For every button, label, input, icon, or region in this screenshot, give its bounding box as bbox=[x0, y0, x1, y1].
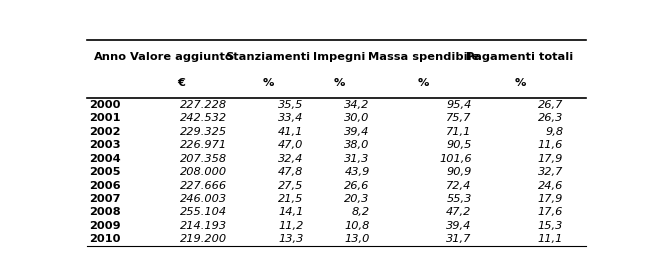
Text: Valore aggiunto: Valore aggiunto bbox=[130, 52, 233, 62]
Text: 15,3: 15,3 bbox=[538, 221, 563, 231]
Text: 11,6: 11,6 bbox=[538, 140, 563, 150]
Text: 2006: 2006 bbox=[89, 181, 121, 191]
Text: Stanziamenti: Stanziamenti bbox=[225, 52, 311, 62]
Text: 95,4: 95,4 bbox=[446, 100, 472, 110]
Text: 47,0: 47,0 bbox=[279, 140, 304, 150]
Text: 39,4: 39,4 bbox=[446, 221, 472, 231]
Text: Impegni: Impegni bbox=[313, 52, 365, 62]
Text: 47,2: 47,2 bbox=[446, 208, 472, 217]
Text: 90,5: 90,5 bbox=[446, 140, 472, 150]
Text: 31,7: 31,7 bbox=[446, 234, 472, 244]
Text: 26,7: 26,7 bbox=[538, 100, 563, 110]
Text: 246.003: 246.003 bbox=[180, 194, 227, 204]
Text: 24,6: 24,6 bbox=[538, 181, 563, 191]
Text: 10,8: 10,8 bbox=[344, 221, 370, 231]
Text: %: % bbox=[334, 78, 345, 88]
Text: 27,5: 27,5 bbox=[279, 181, 304, 191]
Text: 55,3: 55,3 bbox=[446, 194, 472, 204]
Text: 33,4: 33,4 bbox=[279, 113, 304, 123]
Text: 13,0: 13,0 bbox=[344, 234, 370, 244]
Text: %: % bbox=[262, 78, 274, 88]
Text: 75,7: 75,7 bbox=[446, 113, 472, 123]
Text: 242.532: 242.532 bbox=[180, 113, 227, 123]
Text: 226.971: 226.971 bbox=[180, 140, 227, 150]
Text: %: % bbox=[514, 78, 526, 88]
Text: 43,9: 43,9 bbox=[344, 167, 370, 177]
Text: 207.358: 207.358 bbox=[180, 153, 227, 163]
Text: Massa spendibile: Massa spendibile bbox=[367, 52, 479, 62]
Text: 41,1: 41,1 bbox=[279, 127, 304, 137]
Text: 20,3: 20,3 bbox=[344, 194, 370, 204]
Text: 38,0: 38,0 bbox=[344, 140, 370, 150]
Text: 101,6: 101,6 bbox=[439, 153, 472, 163]
Text: Anno: Anno bbox=[94, 52, 127, 62]
Text: 8,2: 8,2 bbox=[351, 208, 370, 217]
Text: 2010: 2010 bbox=[89, 234, 121, 244]
Text: %: % bbox=[418, 78, 429, 88]
Text: 2005: 2005 bbox=[89, 167, 121, 177]
Text: 14,1: 14,1 bbox=[279, 208, 304, 217]
Text: 26,6: 26,6 bbox=[344, 181, 370, 191]
Text: 255.104: 255.104 bbox=[180, 208, 227, 217]
Text: 35,5: 35,5 bbox=[279, 100, 304, 110]
Text: 26,3: 26,3 bbox=[538, 113, 563, 123]
Text: 2001: 2001 bbox=[89, 113, 121, 123]
Text: 2007: 2007 bbox=[89, 194, 121, 204]
Text: 13,3: 13,3 bbox=[279, 234, 304, 244]
Text: 17,9: 17,9 bbox=[538, 194, 563, 204]
Text: 2002: 2002 bbox=[89, 127, 121, 137]
Text: 227.228: 227.228 bbox=[180, 100, 227, 110]
Text: 11,2: 11,2 bbox=[279, 221, 304, 231]
Text: 17,6: 17,6 bbox=[538, 208, 563, 217]
Text: 9,8: 9,8 bbox=[545, 127, 563, 137]
Text: 34,2: 34,2 bbox=[344, 100, 370, 110]
Text: 17,9: 17,9 bbox=[538, 153, 563, 163]
Text: 208.000: 208.000 bbox=[180, 167, 227, 177]
Text: 21,5: 21,5 bbox=[279, 194, 304, 204]
Text: 227.666: 227.666 bbox=[180, 181, 227, 191]
Text: 229.325: 229.325 bbox=[180, 127, 227, 137]
Text: 71,1: 71,1 bbox=[446, 127, 472, 137]
Text: 90,9: 90,9 bbox=[446, 167, 472, 177]
Text: Pagamenti totali: Pagamenti totali bbox=[466, 52, 574, 62]
Text: €: € bbox=[177, 78, 185, 88]
Text: 32,7: 32,7 bbox=[538, 167, 563, 177]
Text: 219.200: 219.200 bbox=[180, 234, 227, 244]
Text: 2008: 2008 bbox=[89, 208, 121, 217]
Text: 214.193: 214.193 bbox=[180, 221, 227, 231]
Text: 31,3: 31,3 bbox=[344, 153, 370, 163]
Text: 30,0: 30,0 bbox=[344, 113, 370, 123]
Text: 2003: 2003 bbox=[89, 140, 121, 150]
Text: 47,8: 47,8 bbox=[279, 167, 304, 177]
Text: 39,4: 39,4 bbox=[344, 127, 370, 137]
Text: 11,1: 11,1 bbox=[538, 234, 563, 244]
Text: 32,4: 32,4 bbox=[279, 153, 304, 163]
Text: 2000: 2000 bbox=[89, 100, 121, 110]
Text: 2004: 2004 bbox=[89, 153, 121, 163]
Text: 2009: 2009 bbox=[89, 221, 121, 231]
Text: 72,4: 72,4 bbox=[446, 181, 472, 191]
